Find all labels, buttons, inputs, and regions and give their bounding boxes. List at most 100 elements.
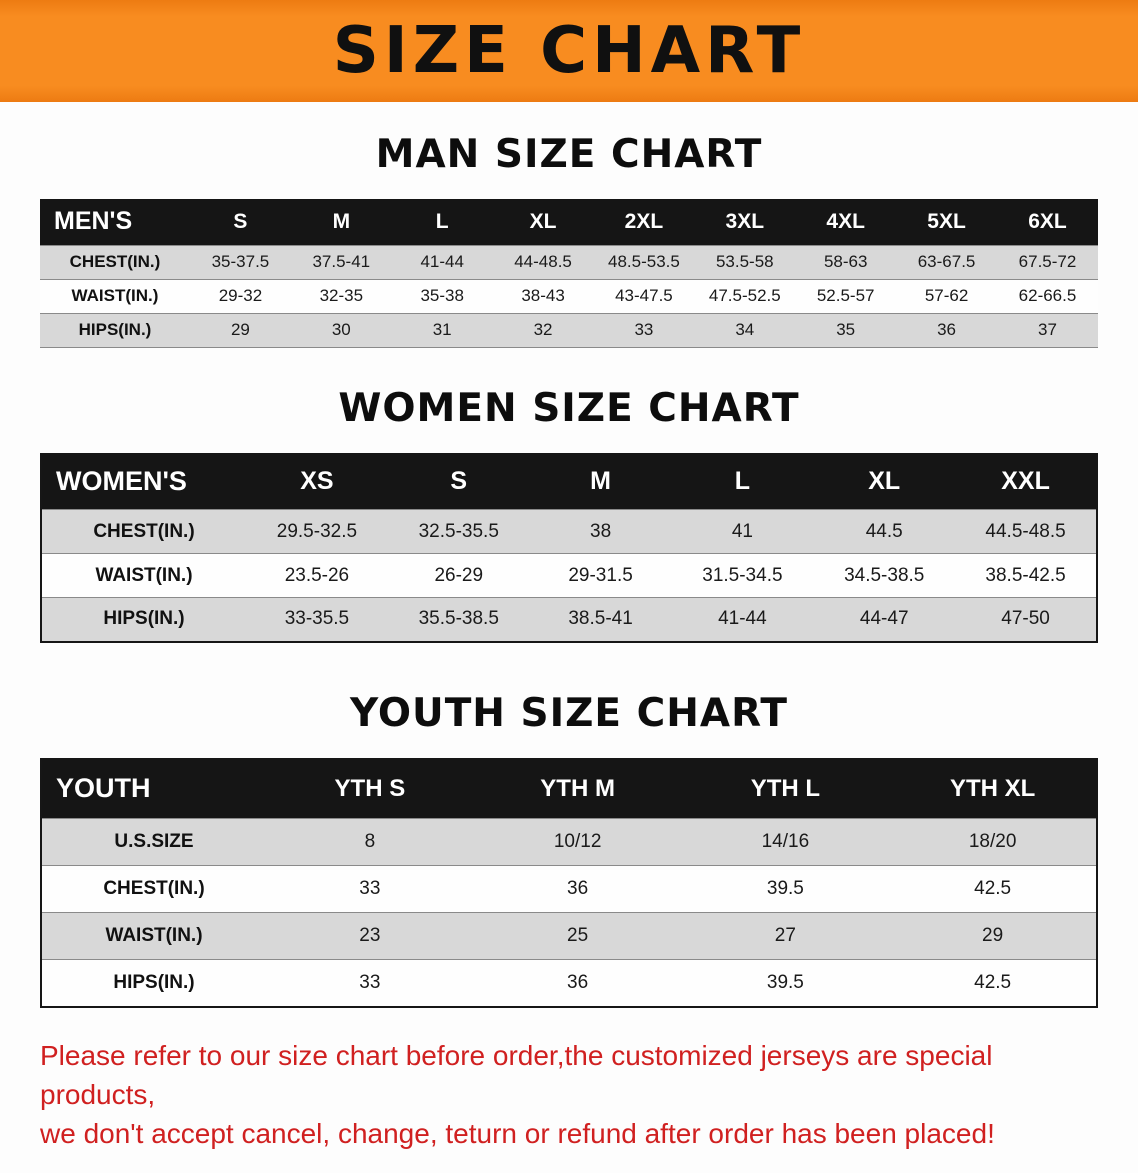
size-column-header: YTH M — [473, 758, 682, 819]
size-value: 29-32 — [218, 286, 263, 305]
size-column-header: S — [387, 453, 530, 510]
size-value: 62-66.5 — [1018, 286, 1077, 305]
size-value: 18/20 — [968, 831, 1017, 852]
size-value: 10/12 — [553, 831, 602, 852]
youth-section-heading: YOUTH SIZE CHART — [350, 690, 788, 736]
row-label: WAIST(IN.) — [105, 925, 203, 946]
size-chart-content: MAN SIZE CHART MEN'S S M L XL 2XL 3XL 4XL 5XL 6XL… — [0, 132, 1138, 1153]
row-label: U.S.SIZE — [114, 831, 194, 852]
mens-size-table: MEN'S S M L XL 2XL 3XL 4XL 5XL 6XL CHEST(IN.) 35-37… — [40, 199, 1098, 348]
table-title-cell: MEN'S — [40, 199, 190, 245]
size-value: 39.5 — [766, 971, 804, 993]
size-value: 44.5-48.5 — [985, 520, 1066, 542]
women-section-heading: WOMEN SIZE CHART — [338, 385, 800, 431]
youth-size-table: YOUTH YTH S YTH M YTH L YTH XL U.S.SIZE 8 10/12… — [40, 757, 1098, 1008]
size-value: 14/16 — [761, 831, 810, 852]
section-youth: YOUTH SIZE CHART YOUTH YTH S YTH M YTH L YTH… — [0, 691, 1138, 1008]
size-value: 35.5-38.5 — [418, 608, 499, 630]
row-label: HIPS(IN.) — [78, 320, 152, 339]
table-title-cell: YOUTH — [41, 758, 266, 819]
size-value: 36 — [567, 878, 589, 899]
table-row: HIPS(IN.) 33-35.5 35.5-38.5 38.5-41 41-44 44-… — [41, 597, 1097, 642]
size-value: 38.5-42.5 — [985, 564, 1066, 586]
table-row: U.S.SIZE 8 10/12 14/16 18/20 — [41, 818, 1097, 866]
page-title: SIZE CHART — [332, 14, 806, 88]
table-row: WAIST(IN.) 29-32 32-35 35-38 38-43 43-47.5 47.… — [40, 279, 1098, 313]
table-row: CHEST(IN.) 29.5-32.5 32.5-35.5 38 41 44.5 44.5… — [41, 509, 1097, 554]
size-column-header: 5XL — [896, 199, 997, 245]
size-value: 32.5-35.5 — [418, 520, 499, 542]
size-value: 33 — [634, 320, 654, 339]
table-header-row: YOUTH YTH S YTH M YTH L YTH XL — [41, 758, 1097, 819]
size-value: 41-44 — [718, 608, 767, 630]
size-value: 34 — [735, 320, 755, 339]
size-value: 23 — [359, 925, 381, 946]
size-value: 39.5 — [766, 878, 804, 899]
size-column-header: 6XL — [997, 199, 1098, 245]
size-column-header: YTH XL — [889, 758, 1097, 819]
table-row: CHEST(IN.) 35-37.5 37.5-41 41-44 44-48.5 48.5… — [40, 245, 1098, 279]
size-value: 52.5-57 — [816, 286, 875, 305]
size-column-header: S — [190, 199, 291, 245]
size-column-header: XL — [492, 199, 594, 245]
size-value: 42.5 — [974, 971, 1012, 993]
size-column-header: L — [671, 453, 814, 510]
size-value: 31 — [432, 320, 452, 339]
table-row: HIPS(IN.) 33 36 39.5 42.5 — [41, 959, 1097, 1007]
size-value: 29 — [982, 925, 1004, 946]
size-column-header: XL — [813, 453, 956, 510]
size-value: 41 — [731, 520, 753, 542]
size-value: 38-43 — [521, 286, 565, 305]
size-value: 23.5-26 — [284, 564, 350, 586]
banner: SIZE CHART — [0, 0, 1138, 102]
size-value: 43-47.5 — [615, 286, 673, 305]
size-value: 32 — [533, 320, 553, 339]
size-column-header: 2XL — [593, 199, 695, 245]
size-value: 57-62 — [924, 286, 969, 305]
size-value: 44-48.5 — [514, 252, 572, 271]
size-column-header: YTH S — [266, 758, 474, 819]
order-policy-line-2: we don't accept cancel, change, teturn o… — [40, 1117, 995, 1149]
size-column-header: YTH L — [681, 758, 890, 819]
row-label: CHEST(IN.) — [69, 252, 161, 271]
size-column-header: M — [290, 199, 392, 245]
size-value: 58-63 — [823, 252, 868, 271]
size-value: 35-38 — [420, 286, 464, 305]
section-women: WOMEN SIZE CHART WOMEN'S XS S M L XL XXL CHEST(… — [0, 386, 1138, 643]
table-row: CHEST(IN.) 33 36 39.5 42.5 — [41, 865, 1097, 913]
table-row: HIPS(IN.) 29 30 31 32 33 34 35 36 37 — [40, 313, 1098, 347]
row-label: CHEST(IN.) — [103, 878, 205, 899]
size-value: 44-47 — [859, 608, 909, 630]
size-value: 41-44 — [420, 252, 464, 271]
size-value: 48.5-53.5 — [608, 252, 680, 271]
row-label: WAIST(IN.) — [71, 286, 159, 305]
size-value: 38 — [590, 520, 612, 542]
size-value: 38.5-41 — [568, 608, 633, 630]
row-label: HIPS(IN.) — [113, 971, 195, 993]
size-value: 29 — [230, 320, 250, 339]
size-value: 36 — [567, 971, 589, 993]
size-value: 35 — [836, 320, 856, 339]
womens-size-table: WOMEN'S XS S M L XL XXL CHEST(IN.) 29.5-32.5 32.5… — [40, 452, 1098, 643]
size-value: 37 — [1038, 320, 1057, 339]
men-section-heading: MAN SIZE CHART — [375, 132, 763, 177]
size-value: 32-35 — [319, 286, 364, 305]
row-label: WAIST(IN.) — [95, 564, 193, 586]
size-value: 35-37.5 — [211, 252, 270, 271]
section-men: MAN SIZE CHART MEN'S S M L XL 2XL 3XL 4XL 5XL 6XL… — [0, 132, 1138, 348]
order-policy-line-1: Please refer to our size chart before or… — [40, 1039, 993, 1110]
size-value: 53.5-58 — [715, 252, 774, 271]
table-row: WAIST(IN.) 23 25 27 29 — [41, 912, 1097, 960]
size-column-header: M — [529, 453, 672, 510]
size-value: 27 — [774, 925, 796, 946]
size-value: 44.5 — [865, 520, 903, 542]
order-policy-note: Please refer to our size chart before or… — [40, 1036, 1098, 1154]
size-value: 29-31.5 — [568, 564, 633, 586]
size-column-header: XS — [246, 453, 388, 510]
size-value: 47.5-52.5 — [708, 286, 781, 305]
size-value: 34.5-38.5 — [844, 564, 925, 586]
row-label: HIPS(IN.) — [103, 608, 185, 630]
row-label: CHEST(IN.) — [93, 520, 195, 542]
size-value: 67.5-72 — [1018, 252, 1077, 271]
size-value: 33 — [359, 971, 381, 993]
